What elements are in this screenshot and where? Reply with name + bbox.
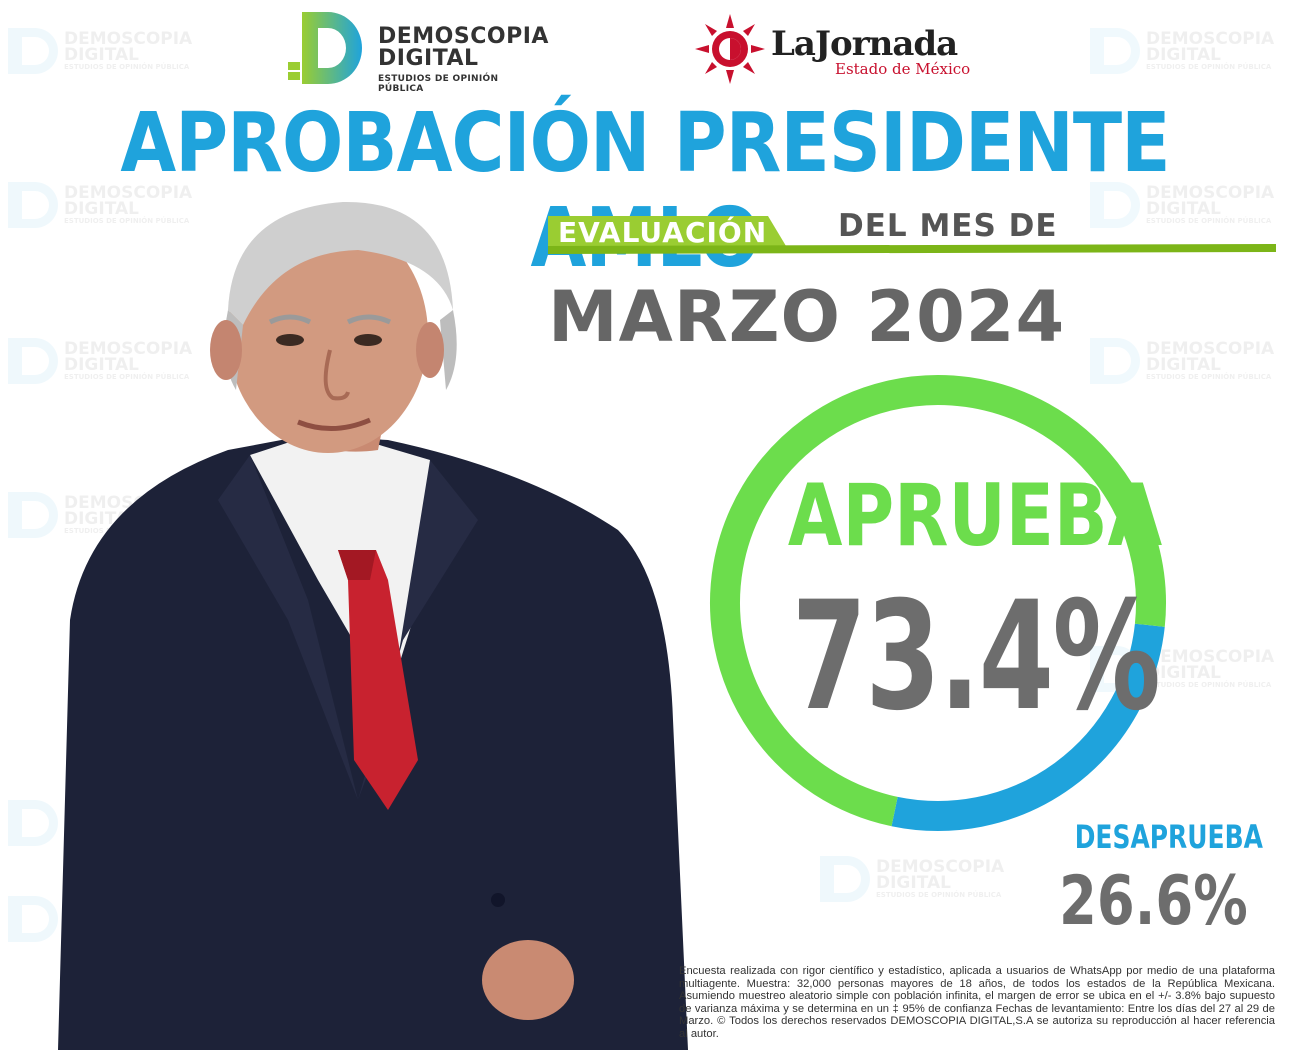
jornada-logo: LaJornada Estado de México bbox=[695, 14, 975, 84]
demoscopia-d-icon bbox=[288, 12, 362, 84]
evaluation-banner bbox=[548, 216, 1276, 254]
jornada-name: LaJornada bbox=[771, 24, 958, 64]
sun-icon bbox=[695, 14, 765, 84]
demoscopia-tagline: ESTUDIOS DE OPINIÓN PÚBLICA bbox=[378, 74, 499, 94]
approve-label: APRUEBA bbox=[787, 466, 1163, 566]
disapprove-label: DESAPRUEBA bbox=[1074, 818, 1263, 856]
disapprove-value: 26.6% bbox=[1059, 862, 1248, 941]
evaluation-month: MARZO 2024 bbox=[548, 276, 1066, 358]
president-photo bbox=[58, 201, 688, 1050]
jornada-subtitle: Estado de México bbox=[835, 60, 971, 78]
methodology-footnote: Encuesta realizada con rigor científico … bbox=[679, 965, 1275, 1040]
month-prefix: DEL MES DE bbox=[838, 208, 1058, 244]
page-title: APROBACIÓN PRESIDENTE AMLO bbox=[120, 96, 1170, 286]
approve-value: 73.4% bbox=[791, 570, 1161, 744]
evaluation-label: EVALUACIÓN bbox=[558, 216, 768, 249]
demoscopia-logo: DEMOSCOPIA DIGITAL ESTUDIOS DE OPINIÓN P… bbox=[268, 10, 549, 94]
demoscopia-name: DEMOSCOPIA DIGITAL bbox=[378, 24, 549, 71]
